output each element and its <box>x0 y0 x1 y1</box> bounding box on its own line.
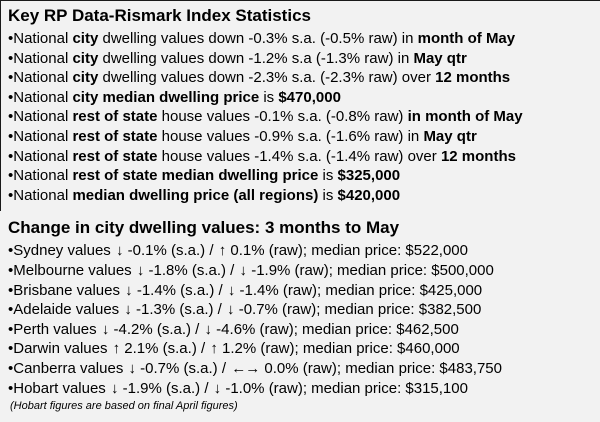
bullet-line: •National city median dwelling price is … <box>8 88 341 106</box>
down-arrow-icon: ↓ <box>128 359 135 377</box>
key-stats-title: Key RP Data-Rismark Index Statistics <box>8 6 311 25</box>
bullet-line: •Perth values ↓ -4.2% (s.a.) / ↓ -4.6% (… <box>8 320 459 338</box>
section-city-changes: Change in city dwelling values: 3 months… <box>8 218 598 413</box>
bullet-line: •Brisbane values ↓ -1.4% (s.a.) / ↓ -1.4… <box>8 281 483 299</box>
down-arrow-icon: ↓ <box>227 281 235 299</box>
down-arrow-icon: ↓ <box>115 242 123 260</box>
left-right-arrow-icon: ←→ <box>231 359 260 377</box>
bullet-line: •Sydney values ↓ -0.1% (s.a.) / ↑ 0.1% (… <box>8 242 468 260</box>
city-changes-title: Change in city dwelling values: 3 months… <box>8 218 400 238</box>
up-arrow-icon: ↑ <box>210 340 217 358</box>
bullet-line: •Darwin values ↑ 2.1% (s.a.) / ↑ 1.2% (r… <box>8 340 460 358</box>
down-arrow-icon: ↓ <box>213 379 221 397</box>
down-arrow-icon: ↓ <box>124 301 131 319</box>
down-arrow-icon: ↓ <box>204 320 212 338</box>
hobart-footnote: (Hobart figures are based on final April… <box>10 400 238 413</box>
bullet-line: •Adelaide values ↓ -1.3% (s.a.) / ↓ -0.7… <box>8 301 482 319</box>
city-changes-lines: •Sydney values ↓ -0.1% (s.a.) / ↑ 0.1% (… <box>8 241 598 398</box>
bullet-line: •National median dwelling price (all reg… <box>8 186 401 204</box>
panel-top-border <box>0 0 600 1</box>
bullet-line: •National rest of state median dwelling … <box>8 167 401 185</box>
section-key-stats: Key RP Data-Rismark Index Statistics •Na… <box>8 6 598 205</box>
bullet-line: •National city dwelling values down -1.2… <box>8 49 467 67</box>
bullet-line: •National rest of state house values -0.… <box>8 108 523 126</box>
key-stats-lines: •National city dwelling values down -0.3… <box>8 29 598 205</box>
panel-left-border <box>0 0 1 211</box>
down-arrow-icon: ↓ <box>110 379 118 397</box>
down-arrow-icon: ↓ <box>239 261 247 279</box>
bullet-line: •National rest of state house values -0.… <box>8 127 477 145</box>
bullet-line: •Hobart values ↓ -1.9% (s.a.) / ↓ -1.0% … <box>8 379 468 397</box>
stats-panel: Key RP Data-Rismark Index Statistics •Na… <box>8 6 598 413</box>
down-arrow-icon: ↓ <box>227 301 234 319</box>
bullet-line: •Melbourne values ↓ -1.8% (s.a.) / ↓ -1.… <box>8 261 494 279</box>
up-arrow-icon: ↑ <box>218 242 226 260</box>
up-arrow-icon: ↑ <box>112 340 120 358</box>
bullet-line: •National rest of state house values -1.… <box>8 147 516 165</box>
down-arrow-icon: ↓ <box>136 261 144 279</box>
bullet-line: •Canberra values ↓ -0.7% (s.a.) / ←→ 0.0… <box>8 359 502 377</box>
bullet-line: •National city dwelling values down -2.3… <box>8 69 511 87</box>
bullet-line: •National city dwelling values down -0.3… <box>8 30 516 47</box>
down-arrow-icon: ↓ <box>125 281 132 299</box>
down-arrow-icon: ↓ <box>101 320 109 338</box>
